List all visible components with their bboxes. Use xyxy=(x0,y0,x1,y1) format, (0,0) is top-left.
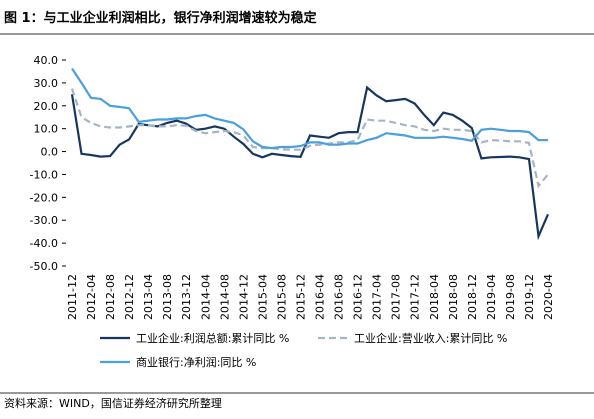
x-tick-label: 2019-12 xyxy=(523,274,536,320)
x-tick-label: 2012-08 xyxy=(104,274,117,320)
x-tick-label: 2017-12 xyxy=(409,274,422,320)
x-tick-label: 2013-04 xyxy=(142,274,155,320)
x-tick-label: 2012-04 xyxy=(85,274,98,320)
x-tick-label: 2020-04 xyxy=(542,274,555,320)
x-tick-label: 2018-04 xyxy=(428,274,441,320)
series-line xyxy=(70,88,549,189)
x-tick-label: 2018-08 xyxy=(447,274,460,320)
x-tick-label: 2013-12 xyxy=(180,274,193,320)
y-tick-label: 40.0 xyxy=(34,54,59,67)
x-tick-label: 2017-08 xyxy=(390,274,403,320)
series-line xyxy=(70,85,550,241)
legend-label: 工业企业:利润总额:累计同比 % xyxy=(136,331,289,345)
x-tick-label: 2014-08 xyxy=(218,274,231,320)
y-tick-label: -50.0 xyxy=(30,260,58,273)
source: 资料来源：WIND，国信证券经济研究所整理 xyxy=(4,396,222,410)
y-tick-label: 0.0 xyxy=(41,146,59,159)
x-tick-label: 2012-12 xyxy=(123,274,136,320)
series-line xyxy=(71,67,548,150)
x-tick-label: 2016-08 xyxy=(333,274,346,320)
x-tick-label: 2016-04 xyxy=(314,274,327,320)
y-tick-label: 20.0 xyxy=(34,100,59,113)
x-tick-label: 2014-04 xyxy=(199,274,212,320)
y-tick-label: -30.0 xyxy=(30,214,58,227)
x-tick-label: 2016-12 xyxy=(352,274,365,320)
x-tick-label: 2015-04 xyxy=(256,274,269,320)
y-tick-label: 10.0 xyxy=(34,123,59,136)
x-tick-label: 2015-12 xyxy=(294,274,307,320)
y-tick-label: -20.0 xyxy=(30,191,58,204)
x-tick-label: 2019-04 xyxy=(485,274,498,320)
x-tick-label: 2011-12 xyxy=(66,274,79,320)
legend-label: 工业企业:营业收入:累计同比 % xyxy=(354,331,507,345)
y-tick-label: -10.0 xyxy=(30,168,58,181)
x-tick-label: 2013-08 xyxy=(161,274,174,320)
x-tick-label: 2015-08 xyxy=(275,274,288,320)
x-tick-label: 2019-08 xyxy=(504,274,517,320)
chart-title: 图 1：与工业企业利润相比，银行净利润增速较为稳定 xyxy=(4,10,317,26)
y-tick-label: -40.0 xyxy=(30,237,58,250)
legend-label: 商业银行:净利润:同比 % xyxy=(136,355,256,369)
x-tick-label: 2014-12 xyxy=(237,274,250,320)
x-tick-label: 2018-12 xyxy=(466,274,479,320)
x-tick-label: 2017-04 xyxy=(371,274,384,320)
y-tick-label: 30.0 xyxy=(34,77,59,90)
